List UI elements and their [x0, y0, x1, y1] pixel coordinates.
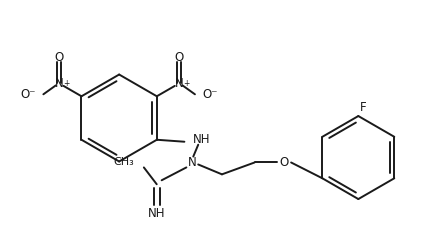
Text: N: N	[175, 77, 184, 90]
Text: O: O	[174, 51, 184, 64]
Text: O: O	[279, 156, 289, 169]
Text: +: +	[183, 79, 189, 89]
Text: NH: NH	[193, 133, 211, 146]
Text: O⁻: O⁻	[203, 88, 218, 101]
Text: O: O	[55, 51, 64, 64]
Text: N: N	[188, 156, 197, 169]
Text: CH₃: CH₃	[113, 158, 134, 168]
Text: +: +	[63, 79, 69, 89]
Text: F: F	[360, 101, 367, 114]
Text: NH: NH	[148, 207, 165, 220]
Text: N: N	[55, 77, 64, 90]
Text: O⁻: O⁻	[20, 88, 36, 101]
